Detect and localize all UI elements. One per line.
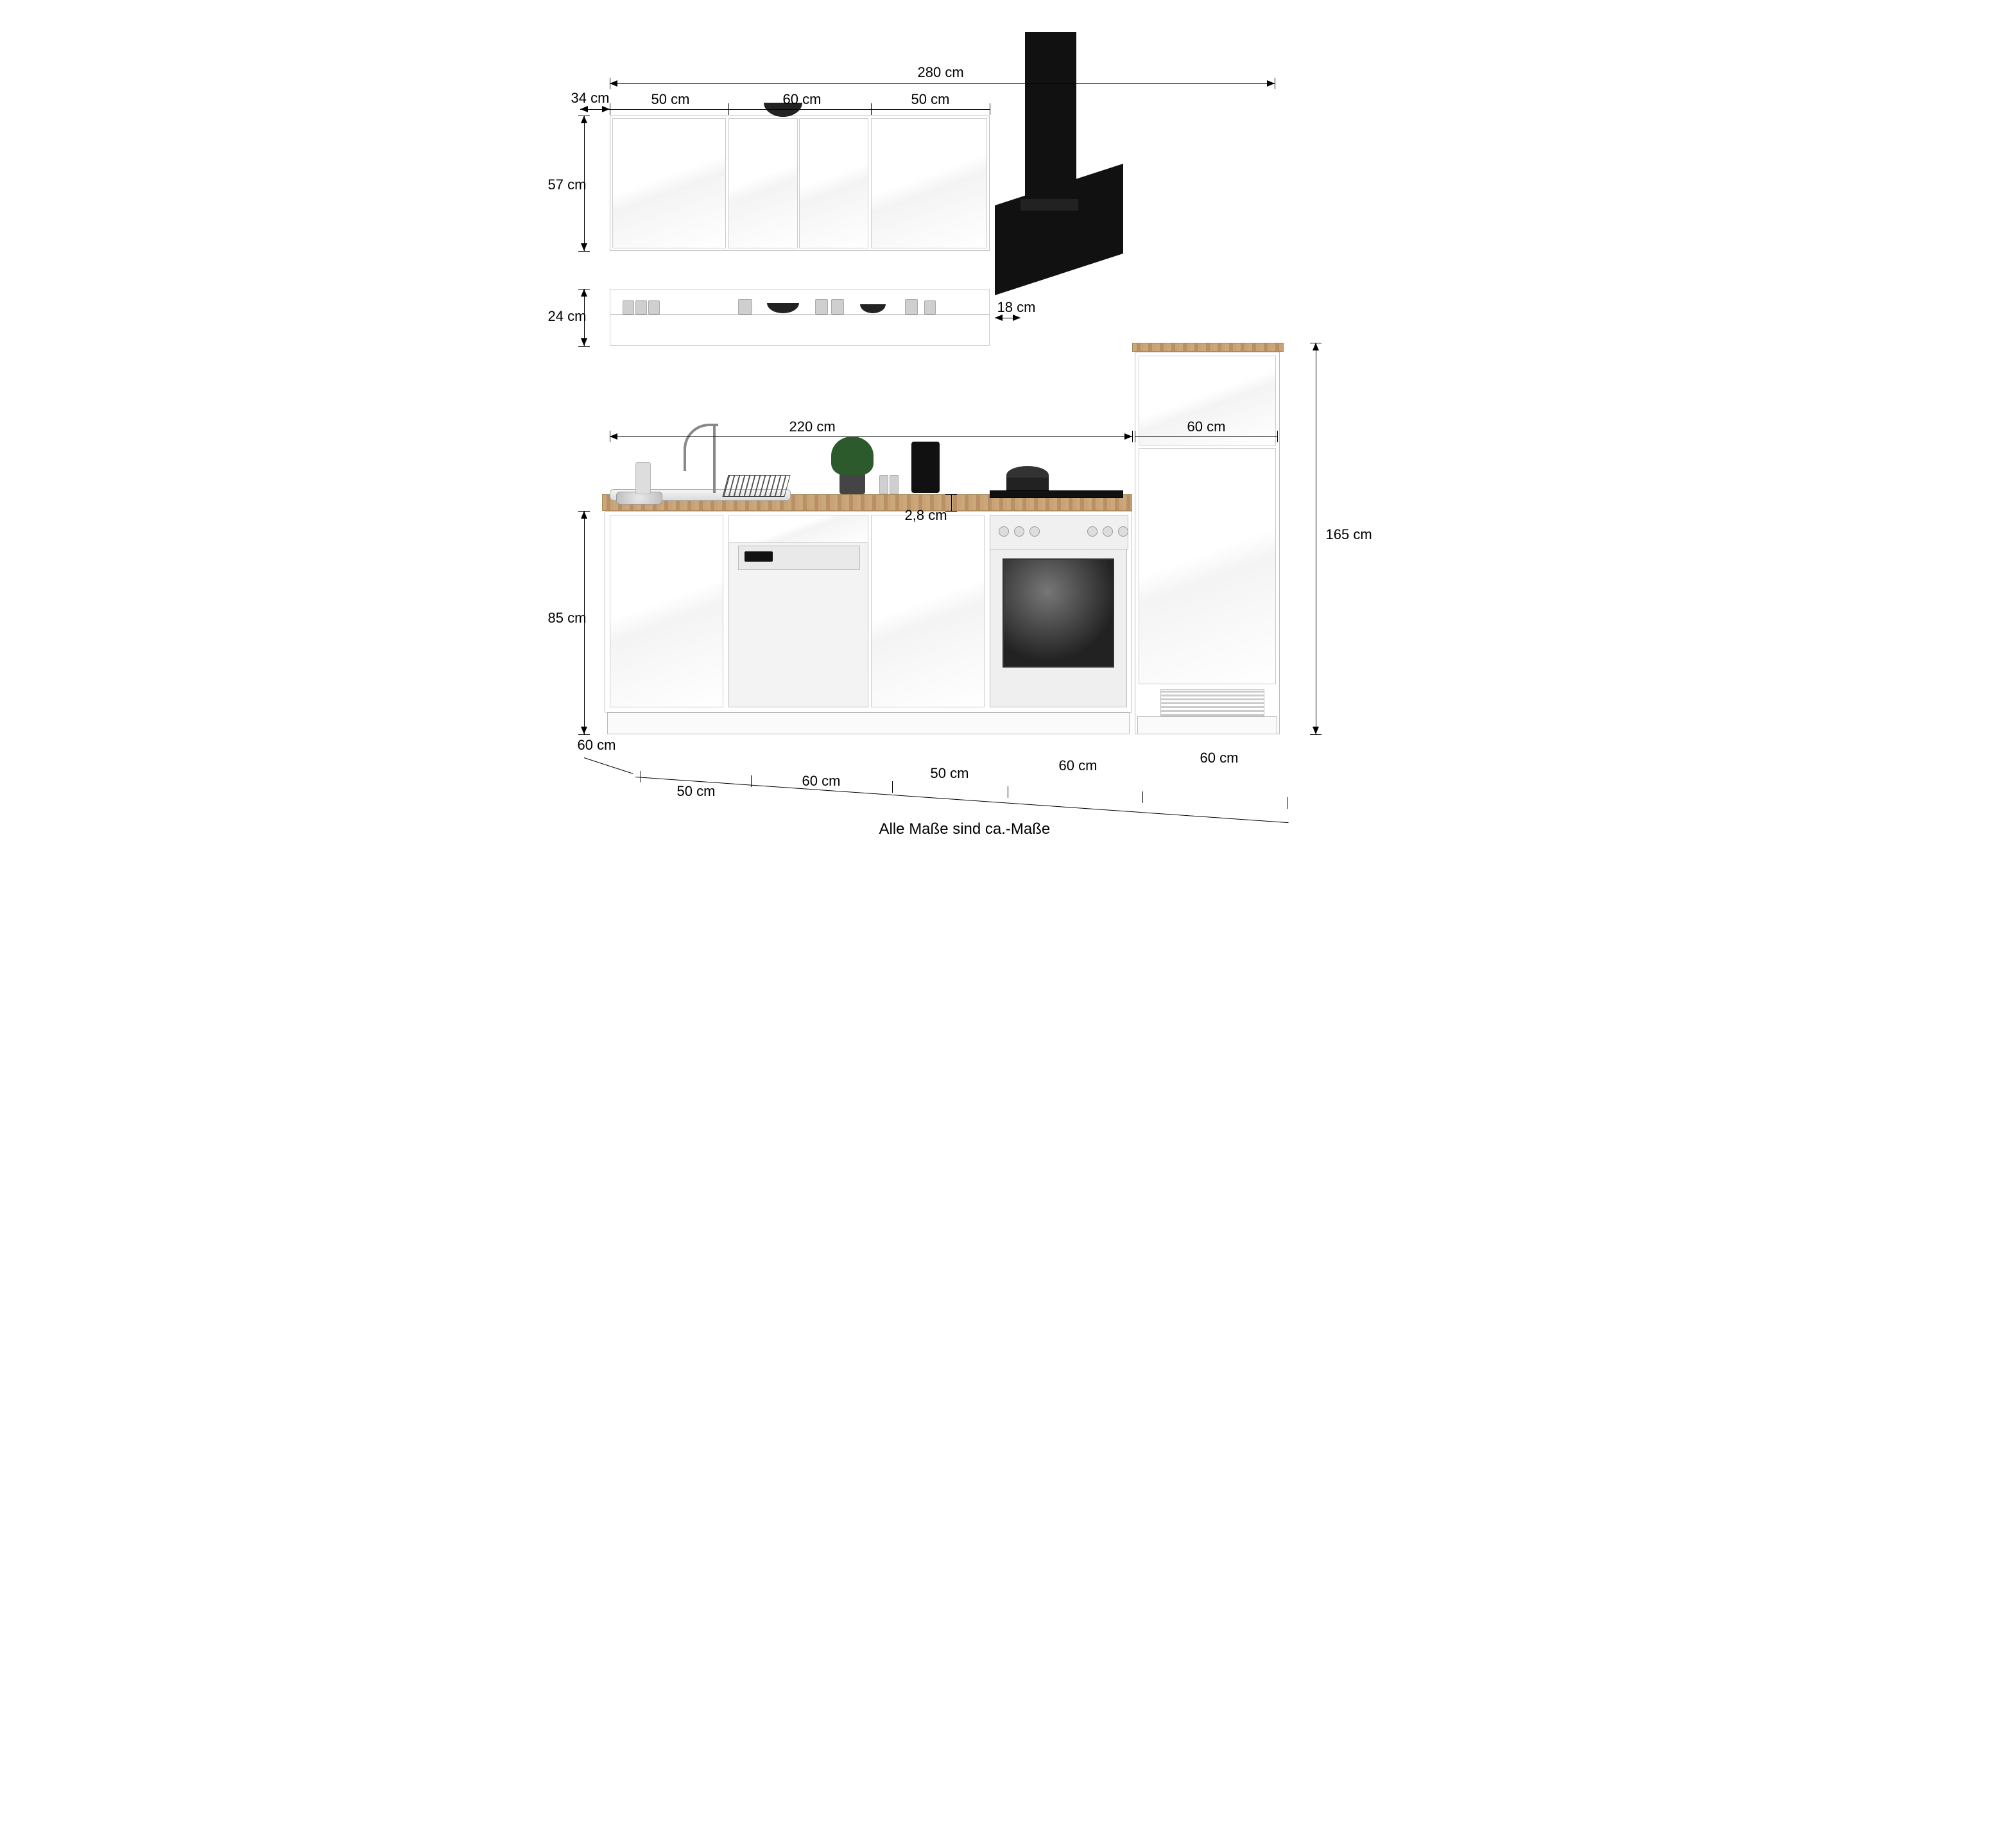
dish-rack — [722, 475, 790, 497]
soap-bottle — [635, 462, 651, 494]
dim-upper-w3: 50 cm — [911, 91, 950, 108]
dim-worktop: 2,8 cm — [905, 507, 947, 524]
open-shelf — [610, 289, 990, 346]
shelf-jar — [648, 300, 660, 315]
upper-door-1 — [612, 118, 726, 248]
coffee-maker — [911, 442, 940, 493]
pot-lid — [1006, 466, 1049, 478]
shelf-jar — [738, 299, 752, 315]
fridge-vent — [1160, 689, 1264, 716]
dim-base-w1: 50 cm — [677, 783, 716, 800]
dim-base-w3: 50 cm — [931, 765, 969, 782]
dim-base-h: 85 cm — [548, 610, 587, 626]
upper-door-2a — [728, 118, 798, 248]
dim-upper-w2: 60 cm — [783, 91, 822, 108]
plant — [831, 436, 874, 475]
plant-pot — [840, 472, 865, 494]
oven-window — [1003, 558, 1114, 668]
dim-counter-w: 220 cm — [789, 419, 836, 435]
plinth — [607, 712, 1130, 734]
dim-total-top: 280 cm — [918, 64, 964, 81]
dim-base-w5: 60 cm — [1200, 750, 1239, 766]
dim-base-w2: 60 cm — [802, 773, 841, 790]
dim-shelf-h: 24 cm — [548, 308, 587, 325]
tall-top — [1132, 343, 1284, 352]
upper-door-2b — [799, 118, 868, 248]
tall-door-mid — [1139, 448, 1276, 684]
shelf-jar — [815, 299, 828, 315]
hood-controls — [1020, 199, 1078, 211]
shelf-jar — [831, 299, 844, 315]
dim-base-d: 60 cm — [578, 737, 616, 754]
shelf-jar — [924, 300, 936, 315]
dim-upper-w1: 50 cm — [651, 91, 690, 108]
shelf-jar — [635, 300, 647, 315]
dim-upper-depth: 34 cm — [571, 90, 610, 107]
caption: Alle Maße sind ca.-Maße — [879, 820, 1051, 838]
shelf-jar — [905, 299, 918, 315]
upper-door-3 — [871, 118, 987, 248]
dim-base-w4: 60 cm — [1059, 757, 1098, 774]
dim-tall-h: 165 cm — [1326, 526, 1372, 543]
dim-upper-h: 57 cm — [548, 177, 587, 193]
shelf-jar — [623, 300, 634, 315]
dim-shelf-d: 18 cm — [997, 299, 1036, 316]
diagram-stage: 280 cm 34 cm 50 cm 60 cm 50 cm 57 cm 24 … — [546, 13, 1444, 847]
hob — [990, 490, 1123, 498]
dishwasher — [728, 515, 868, 707]
base-door-1 — [610, 515, 723, 707]
tall-plinth — [1137, 716, 1277, 734]
base-door-3 — [871, 515, 985, 707]
spice — [890, 475, 899, 494]
dim-tall-w-top: 60 cm — [1187, 419, 1226, 435]
spice — [879, 475, 888, 494]
